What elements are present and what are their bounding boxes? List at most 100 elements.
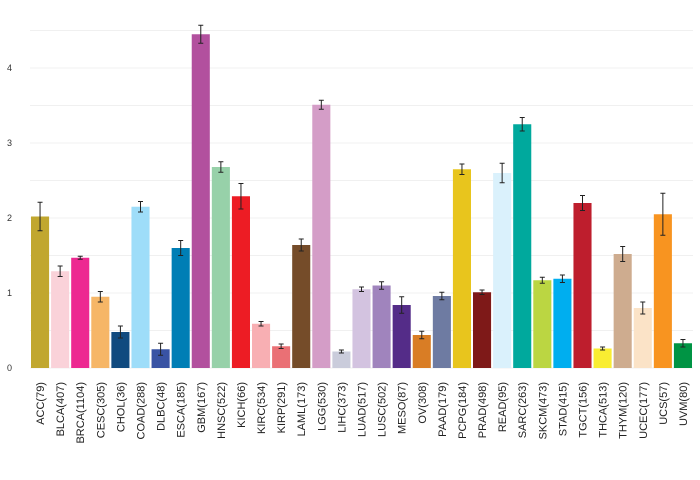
bar [151,349,170,368]
error-bar [379,281,385,290]
x-tick-label: SKCM(473) [537,382,549,439]
x-tick-label: OV(308) [417,382,429,424]
error-bar [218,161,224,173]
x-tick-label: CHOL(36) [115,382,127,432]
error-bar [640,301,646,315]
bars-layer [31,34,692,368]
error-bar [620,246,626,262]
y-tick-label: 1 [7,288,12,298]
bar [191,34,210,368]
bar [673,343,692,368]
x-tick-label: BLCA(407) [55,382,67,436]
error-bar [57,265,63,277]
x-tick-label: READ(95) [497,382,509,432]
y-tick-label: 4 [7,63,12,73]
bar [392,305,411,368]
x-tick-label: DLBC(48) [156,382,168,431]
bar [272,346,291,368]
x-tick-label: STAD(415) [557,382,569,436]
error-bar [439,291,445,301]
bar [593,348,612,368]
x-tick-label: KIRC(534) [256,382,268,434]
error-bars-layer [37,24,686,356]
bar [372,285,391,368]
x-tick-label: COAD(288) [136,382,148,439]
bar [473,292,492,368]
x-tick-label: UVM(80) [678,382,690,426]
error-bar [660,192,666,236]
bar [332,351,351,368]
x-tick-label: PCPG(184) [457,382,469,439]
x-tick-label: KICH(66) [236,382,248,428]
x-tick-label: MESO(87) [397,382,409,434]
error-bar [138,201,143,213]
bar [633,308,652,368]
bar [51,271,70,368]
bar [653,214,672,368]
error-bar [359,286,364,292]
error-bar [117,325,123,339]
bar [352,289,371,368]
bar [292,245,311,368]
x-tick-label: PRAD(498) [477,382,489,438]
error-bar [399,296,405,314]
x-tick-label: LGG(530) [316,382,328,431]
bar [412,335,431,368]
bar [252,323,271,368]
bar [171,248,190,368]
error-bar [198,24,204,44]
error-bar [178,240,184,256]
error-bar [318,99,324,110]
error-bar [539,276,545,284]
x-tick-label: CESC(305) [95,382,107,438]
x-tick-label: KIRP(291) [276,382,288,433]
bar [131,206,150,368]
error-bar [77,255,83,260]
x-tick-label: GBM(167) [196,382,208,433]
bar [573,203,592,368]
error-bar [238,183,244,210]
bar [613,254,632,368]
error-bar [600,346,606,351]
bar [513,124,532,368]
error-bar [158,342,164,356]
error-bar [680,339,686,348]
x-tick-label: ACC(79) [35,382,47,425]
error-bar [258,321,264,327]
y-tick-label: 3 [7,138,12,148]
bar [211,167,230,368]
bar [452,169,471,368]
bar [493,173,512,368]
error-bar [459,163,465,175]
bar [111,332,130,368]
bar [71,257,90,368]
error-bar [37,201,43,232]
y-tick-label: 0 [7,363,12,373]
bar [91,296,110,368]
x-axis: ACC(79) BLCA(407) BRCA(1104) CESC(305) CHOL(… [35,382,690,444]
bar [533,280,552,368]
y-tick-label: 2 [7,213,12,223]
error-bar [519,117,525,132]
x-tick-label: UCEC(177) [638,382,650,439]
x-tick-label: THCA(513) [598,382,610,438]
x-tick-label: UCS(57) [658,382,670,425]
y-axis: 0 1 2 3 4 [7,63,12,373]
error-bar [499,162,505,184]
error-bar [580,195,585,211]
bar [432,296,451,368]
error-bar [298,238,304,252]
error-bar [97,291,103,303]
x-tick-label: LUAD(517) [357,382,369,437]
x-tick-label: BRCA(1104) [75,382,87,444]
x-tick-label: LUSC(502) [377,382,389,437]
x-tick-label: ESCA(185) [176,382,188,438]
bar [31,216,50,368]
x-tick-label: HNSC(522) [216,382,228,439]
bar [231,196,250,368]
bar [312,104,331,368]
error-bar [419,330,425,340]
bar [553,278,572,368]
error-bar [559,274,565,283]
